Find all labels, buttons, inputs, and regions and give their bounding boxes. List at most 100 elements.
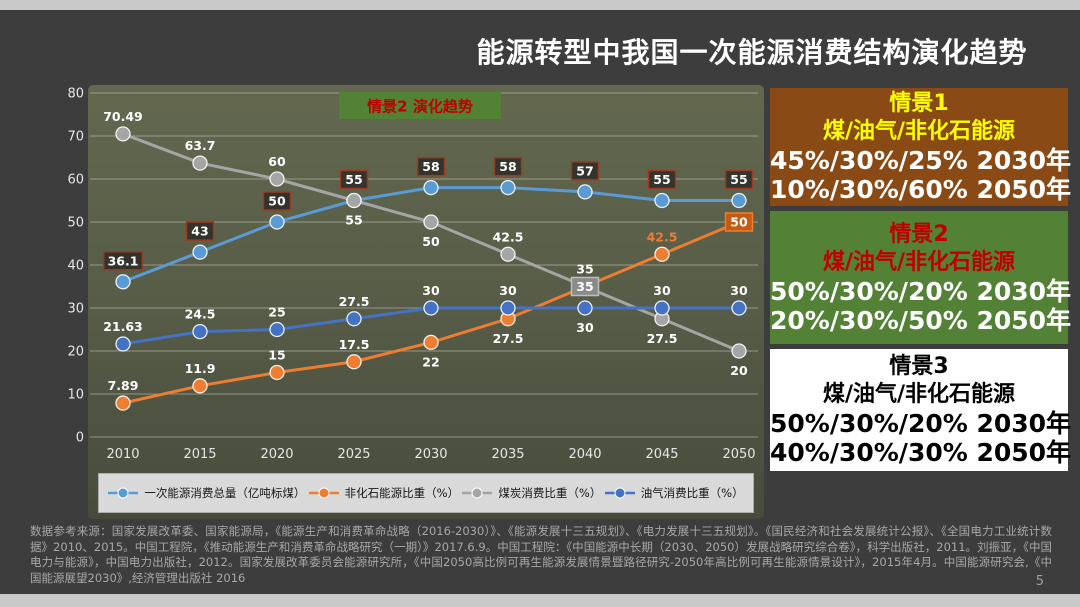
y-tick-label: 60 [67,173,84,188]
chart-legend: 一次能源消费总量（亿吨标煤） 非化石能源比重（%） 煤炭消费比重（%） [98,473,754,513]
data-point [423,334,439,351]
data-label-box [339,169,369,190]
x-tick-label: 2030 [414,447,447,462]
data-label: 27.5 [339,294,370,309]
scenario-2-subtitle: 煤/油气/非化石能源 [822,249,1016,275]
legend-item-coal: 煤炭消费比重（%） [462,485,601,501]
data-label-box [724,212,754,232]
data-point [500,300,516,316]
scenario-card-1: 情景1 煤/油气/非化石能源 45%/30%/25% 2030年 10%/30%… [770,88,1072,206]
data-point [423,214,439,230]
data-point [115,395,131,411]
scenario-card-2: 情景2 煤/油气/非化石能源 50%/30%/20% 2030年 20%/30%… [770,211,1072,344]
data-label: 50 [730,215,748,230]
data-label: 30 [653,283,671,298]
data-label: 30 [730,283,748,298]
data-label: 24.5 [185,307,216,322]
y-tick-label: 20 [67,345,84,360]
source-note: 数据参考来源：国家发展改革委、国家能源局，《能源生产和消费革命战略（2016-2… [30,524,1052,585]
legend-item-total-energy: 一次能源消费总量（亿吨标煤） [108,485,305,501]
data-label-box [724,169,754,190]
data-point [269,171,285,187]
legend-label-nonfossil: 非化石能源比重（%） [344,486,460,500]
slide-title: 能源转型中我国一次能源消费结构演化趋势 [476,35,1028,69]
data-label: 11.9 [185,361,216,376]
data-label: 55 [653,172,670,187]
data-label: 42.5 [493,229,524,244]
data-point [731,192,747,209]
data-label: 63.7 [185,138,216,153]
data-label: 27.5 [647,331,678,346]
data-point [192,378,208,394]
data-point [500,246,516,262]
scenario-3-subtitle: 煤/油气/非化石能源 [822,382,1016,407]
x-tick-label: 2020 [260,447,293,462]
y-tick-label: 10 [67,388,84,403]
chart-title-box [339,92,501,119]
x-tick-label: 2045 [645,447,678,462]
legend-label-coal: 煤炭消费比重（%） [498,486,602,500]
y-tick-label: 40 [67,259,84,274]
scenario-3-2050: 40%/30%/30% 2050年 [770,438,1072,467]
data-point [423,179,439,196]
data-label: 22 [422,354,439,369]
scenario-1-subtitle: 煤/油气/非化石能源 [822,119,1016,144]
x-tick-label: 2015 [183,447,216,462]
legend-item-nonfossil: 非化石能源比重（%） [308,485,460,501]
legend-marker-oilgas [604,487,635,499]
bottom-margin [0,594,1080,607]
legend-marker-coal [462,487,493,499]
data-label: 55 [345,213,362,228]
data-point [115,126,131,142]
data-label-box [570,276,600,297]
data-point [346,311,362,327]
data-label: 58 [499,159,516,174]
scenario-1-title: 情景1 [889,91,949,116]
data-point [654,300,670,316]
y-tick-label: 30 [67,302,84,317]
data-label: 35 [576,262,593,277]
data-point [731,343,747,359]
chart-title: 情景2 演化趋势 [367,98,473,116]
data-label: 35 [576,279,593,294]
data-label: 20 [730,363,748,378]
scenario-2-title: 情景2 [889,221,949,247]
scenario-cards: 情景1 煤/油气/非化石能源 45%/30%/25% 2030年 10%/30%… [770,88,1072,471]
data-label: 36.1 [108,253,139,268]
data-point [346,354,362,370]
legend-marker-total [108,487,139,499]
data-label: 30 [422,283,440,298]
data-label-box [493,156,523,177]
data-label-box [570,161,600,181]
scenario-1-2030: 45%/30%/25% 2030年 [770,146,1072,175]
data-point [577,184,593,200]
scenario-2-2050: 20%/30%/50% 2050年 [770,305,1072,335]
data-point [269,214,285,230]
scenario-1-2050: 10%/30%/60% 2050年 [770,175,1072,204]
data-point [269,321,285,338]
data-label: 50 [422,234,440,249]
data-point [269,364,285,381]
scenario-3-title: 情景3 [889,354,949,379]
data-label: 17.5 [339,337,370,352]
x-tick-label: 2010 [106,447,139,462]
x-tick-label: 2035 [491,447,524,462]
data-label: 50 [268,194,286,209]
data-label-box [185,221,215,241]
data-label: 58 [422,159,439,174]
data-label-box [647,169,677,190]
data-point [654,246,670,262]
data-point [731,300,747,316]
data-label: 57 [576,163,593,178]
legend-label-oilgas: 油气消费比重（%） [640,486,744,500]
top-margin [0,0,1080,10]
data-label-box [102,251,144,271]
data-label: 55 [345,172,362,187]
data-point [423,300,439,316]
y-tick-label: 0 [76,431,84,446]
data-label: 25 [268,305,285,320]
slide-title-band: 能源转型中我国一次能源消费结构演化趋势 [432,27,1072,74]
data-label: 21.63 [103,319,143,334]
x-tick-label: 2050 [722,447,755,462]
